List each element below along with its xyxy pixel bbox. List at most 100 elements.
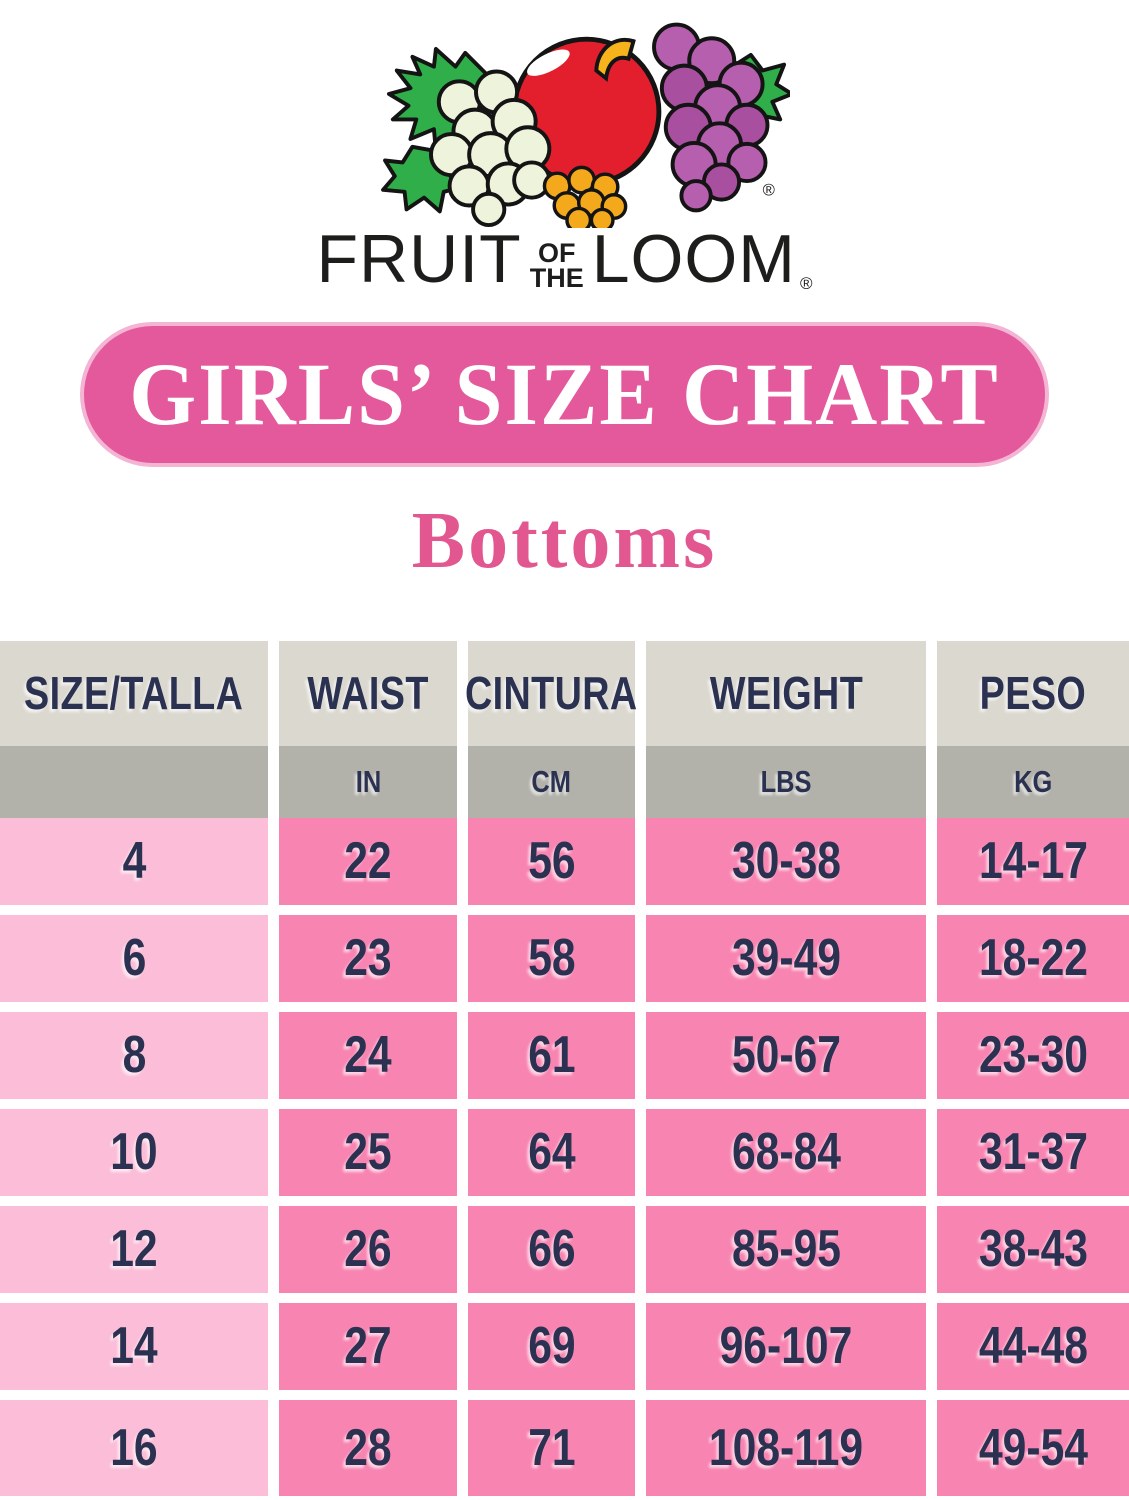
size-row-6: 6 23 58 39-49 18-22 <box>0 914 1129 1002</box>
size-cell: 14 <box>0 1302 268 1390</box>
weight-cell: 39-49 <box>646 914 926 1002</box>
header-label: PESO <box>979 667 1087 720</box>
cintura-value: 69 <box>527 1317 576 1376</box>
size-cell: 8 <box>0 1011 268 1099</box>
weight-value: 39-49 <box>731 929 841 988</box>
size-table: SIZE/TALLA WAIST CINTURA WEIGHT PESO IN … <box>0 640 1129 1496</box>
wordmark-the: THE <box>529 263 584 294</box>
peso-value: 23-30 <box>978 1026 1088 1085</box>
weight-cell: 108-119 <box>646 1399 926 1496</box>
waist-value: 28 <box>344 1418 392 1477</box>
size-value: 6 <box>122 929 146 988</box>
unit-cell-lbs: LBS <box>646 745 926 818</box>
cintura-value: 61 <box>527 1026 576 1085</box>
weight-value: 108-119 <box>708 1418 864 1477</box>
cintura-value: 66 <box>527 1220 576 1279</box>
size-row-10: 10 25 64 68-84 31-37 <box>0 1108 1129 1196</box>
size-value: 4 <box>122 832 146 891</box>
waist-cell: 26 <box>279 1205 457 1293</box>
waist-cell: 25 <box>279 1108 457 1196</box>
peso-value: 18-22 <box>978 929 1088 988</box>
unit-cell-kg: KG <box>937 745 1129 818</box>
wordmark-fruit: FRUIT <box>316 221 522 297</box>
waist-value: 22 <box>344 832 392 891</box>
cintura-cell: 56 <box>468 817 635 905</box>
size-value: 8 <box>122 1026 146 1085</box>
waist-value: 23 <box>344 929 392 988</box>
weight-cell: 50-67 <box>646 1011 926 1099</box>
size-value: 14 <box>110 1317 158 1376</box>
size-cell: 6 <box>0 914 268 1002</box>
waist-cell: 22 <box>279 817 457 905</box>
header-cell-peso: PESO <box>937 640 1129 746</box>
cintura-cell: 66 <box>468 1205 635 1293</box>
peso-cell: 44-48 <box>937 1302 1129 1390</box>
peso-cell: 14-17 <box>937 817 1129 905</box>
peso-value: 44-48 <box>978 1317 1088 1376</box>
waist-cell: 27 <box>279 1302 457 1390</box>
unit-cell-empty <box>0 745 268 818</box>
size-value: 12 <box>110 1220 158 1279</box>
weight-value: 68-84 <box>731 1123 841 1182</box>
category-subtitle: Bottoms <box>411 496 718 585</box>
waist-value: 26 <box>344 1220 392 1279</box>
waist-cell: 24 <box>279 1011 457 1099</box>
white-grapes-shape <box>428 69 551 228</box>
table-header-row: SIZE/TALLA WAIST CINTURA WEIGHT PESO <box>0 640 1129 746</box>
cintura-value: 64 <box>527 1123 576 1182</box>
table-unit-row: IN CM LBS KG <box>0 745 1129 818</box>
chart-title: GIRLS’ SIZE CHART <box>129 344 1000 445</box>
waist-value: 25 <box>344 1123 392 1182</box>
apple-highlight-shape <box>526 49 570 76</box>
waist-value: 24 <box>344 1026 392 1085</box>
header-label: WEIGHT <box>709 667 863 720</box>
fruit-cluster-icon: ® <box>380 22 790 228</box>
size-cell: 10 <box>0 1108 268 1196</box>
purple-grapes-shape <box>651 22 769 213</box>
size-cell: 4 <box>0 817 268 905</box>
peso-value: 31-37 <box>978 1123 1088 1182</box>
gold-berries-shape <box>542 165 627 228</box>
size-value: 10 <box>110 1123 158 1182</box>
weight-cell: 30-38 <box>646 817 926 905</box>
weight-value: 96-107 <box>719 1317 853 1376</box>
header-cell-waist: WAIST <box>279 640 457 746</box>
peso-cell: 49-54 <box>937 1399 1129 1496</box>
cintura-cell: 71 <box>468 1399 635 1496</box>
fruit-registered-mark: ® <box>762 181 774 200</box>
cintura-cell: 61 <box>468 1011 635 1099</box>
size-value: 16 <box>110 1418 158 1477</box>
peso-cell: 31-37 <box>937 1108 1129 1196</box>
cintura-cell: 69 <box>468 1302 635 1390</box>
cintura-value: 71 <box>527 1418 576 1477</box>
waist-value: 27 <box>344 1317 392 1376</box>
cintura-value: 56 <box>527 832 576 891</box>
peso-cell: 18-22 <box>937 914 1129 1002</box>
wordmark-registered-mark: ® <box>799 273 813 293</box>
size-row-16: 16 28 71 108-119 49-54 <box>0 1399 1129 1496</box>
weight-value: 30-38 <box>731 832 841 891</box>
cintura-cell: 58 <box>468 914 635 1002</box>
size-cell: 16 <box>0 1399 268 1496</box>
weight-cell: 85-95 <box>646 1205 926 1293</box>
header-label: SIZE/TALLA <box>24 667 244 720</box>
unit-label: CM <box>531 763 572 799</box>
unit-cell-cm: CM <box>468 745 635 818</box>
wordmark-of-the: OF THE <box>529 237 584 294</box>
brand-logo: ® FRUIT OF THE LOOM ® <box>0 0 1129 297</box>
peso-value: 14-17 <box>978 832 1088 891</box>
wordmark-of: OF <box>537 237 576 268</box>
size-row-8: 8 24 61 50-67 23-30 <box>0 1011 1129 1099</box>
wordmark-loom: LOOM <box>591 221 796 297</box>
header-cell-weight: WEIGHT <box>646 640 926 746</box>
header-label: CINTURA <box>465 667 638 720</box>
apple-stem-shape <box>593 37 636 83</box>
chart-title-banner: GIRLS’ SIZE CHART <box>84 325 1045 463</box>
weight-value: 50-67 <box>731 1026 841 1085</box>
header-cell-cintura: CINTURA <box>465 640 638 746</box>
cintura-value: 58 <box>527 929 576 988</box>
waist-cell: 23 <box>279 914 457 1002</box>
brand-wordmark: FRUIT OF THE LOOM ® <box>0 221 1129 297</box>
weight-cell: 96-107 <box>646 1302 926 1390</box>
